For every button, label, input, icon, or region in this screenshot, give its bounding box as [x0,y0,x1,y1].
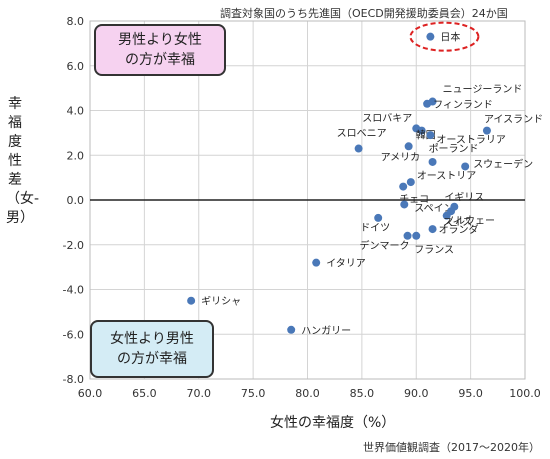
annotation-bottom-line-1: 女性より男性 [110,331,194,347]
point-label: デンマーク [360,239,410,252]
source-note: 世界価値観調査（2017〜2020年） [363,441,540,454]
data-point [426,131,435,140]
x-tick-label: 80.0 [295,387,320,400]
y-tick-label: 4.0 [67,105,85,118]
data-point [287,325,296,334]
annotation-top-line-1: 男性より女性 [118,32,202,48]
data-point [404,142,413,151]
data-point [399,182,408,191]
data-point [312,258,321,267]
x-axis-label: 女性の幸福度（%） [270,415,396,431]
point-label: スイス [443,218,473,229]
annotation-top-line-2: の方が幸福 [125,52,195,68]
point-label: スペイン [414,203,453,214]
data-point [428,157,437,166]
y-tick-label: -4.0 [63,284,84,297]
point-label: ノルウェー [445,215,495,227]
data-point [374,213,383,222]
annotation-women-happier: 男性より女性 の方が幸福 [94,24,226,76]
data-point [354,144,363,153]
point-label: オランダ [439,223,479,236]
x-tick-label: 65.0 [132,387,157,400]
y-tick-label: 6.0 [67,60,85,73]
data-point [412,231,421,240]
point-label: アイスランド [484,114,543,126]
annotation-bottom-line-2: の方が幸福 [117,351,187,367]
point-label: ギリシャ [201,296,241,308]
point-label: スロベニア [337,128,387,140]
y-tick-label: 2.0 [67,149,85,162]
x-tick-label: 75.0 [241,387,266,400]
data-point [442,211,451,220]
point-label: フランス [414,244,454,256]
point-label: スウェーデン [473,157,533,170]
y-tick-label: -2.0 [63,239,84,252]
point-label: 日本 [440,31,460,44]
y-tick-label: -8.0 [63,373,84,386]
data-point [187,296,196,305]
chart-subtitle: 調査対象国のうち先進国（OECD開発援助委員会）24か国 [220,7,508,20]
data-point [461,162,470,171]
data-point [423,99,432,108]
point-label: ハンガリー [301,325,351,337]
annotation-men-happier: 女性より男性 の方が幸福 [90,320,214,378]
data-point [403,231,412,240]
x-tick-label: 90.0 [404,387,429,400]
highlight-ellipse [409,21,480,52]
point-label: イギリス [444,192,484,204]
point-label: ドイツ [360,223,390,234]
y-tick-label: -6.0 [63,328,84,341]
x-tick-label: 95.0 [458,387,483,400]
point-label: ポーランド [429,143,479,155]
x-tick-label: 85.0 [350,387,375,400]
data-point [426,32,435,41]
x-tick-label: 70.0 [187,387,212,400]
data-point [428,225,437,234]
data-point [400,200,409,209]
data-point [406,178,415,187]
point-label: ニュージーランド [443,84,523,96]
point-label: オーストラリア [436,134,506,146]
y-tick-label: 0.0 [67,194,85,207]
data-point [417,126,426,135]
point-label: イタリア [326,258,366,270]
x-tick-label: 100.0 [509,387,541,400]
point-label: アメリカ [381,151,421,163]
y-tick-label: 8.0 [67,15,85,28]
point-label: フィンランド [433,99,493,111]
point-label: オーストリア [417,170,477,182]
x-tick-label: 60.0 [78,387,103,400]
data-point [482,126,491,135]
point-label: スロバキア [362,112,412,124]
